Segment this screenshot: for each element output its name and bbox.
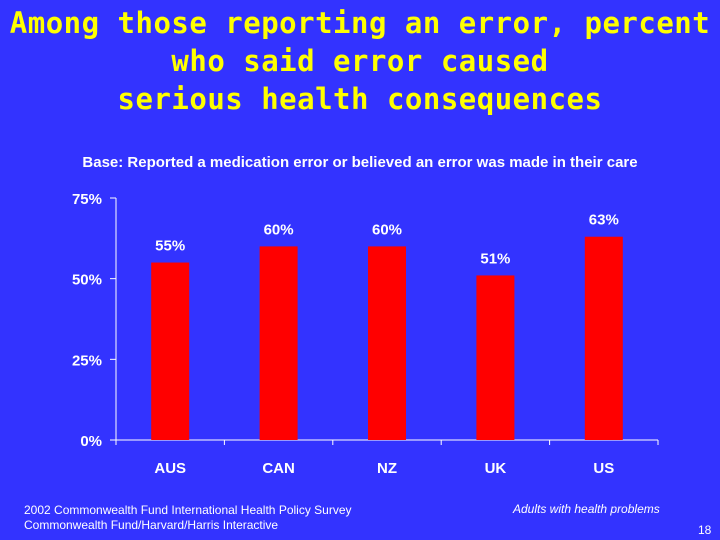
page-number: 18	[698, 523, 712, 537]
slide-title: Among those reporting an error, percent …	[0, 4, 720, 118]
chart-subtitle: Base: Reported a medication error or bel…	[82, 154, 638, 171]
x-tick-label: AUS	[154, 460, 186, 477]
data-label: 55%	[155, 238, 185, 255]
source-note: 2002 Commonwealth Fund International Hea…	[24, 503, 352, 533]
y-tick-label: 50%	[72, 272, 102, 289]
data-label: 60%	[264, 221, 294, 238]
data-label: 51%	[480, 250, 510, 267]
source-line: 2002 Commonwealth Fund International Hea…	[24, 503, 352, 517]
bar	[368, 246, 406, 440]
x-tick-label: NZ	[377, 460, 397, 477]
data-label: 63%	[589, 212, 619, 229]
y-tick-label: 0%	[80, 433, 102, 450]
bar	[151, 262, 190, 440]
bar	[476, 275, 515, 440]
x-tick-label: CAN	[262, 460, 295, 477]
x-tick-label: US	[593, 460, 614, 477]
data-label: 60%	[372, 221, 402, 238]
x-tick-label: UK	[485, 460, 507, 477]
source-line: Commonwealth Fund/Harvard/Harris Interac…	[24, 518, 279, 532]
population-note: Adults with health problems	[513, 502, 660, 516]
y-tick-label: 75%	[72, 191, 102, 208]
title-line: serious health consequences	[117, 82, 603, 116]
y-tick-label: 25%	[72, 352, 102, 369]
title-line: who said error caused	[171, 44, 549, 78]
bar	[259, 246, 298, 440]
title-line: Among those reporting an error, percent	[9, 6, 711, 40]
bar	[584, 236, 623, 440]
